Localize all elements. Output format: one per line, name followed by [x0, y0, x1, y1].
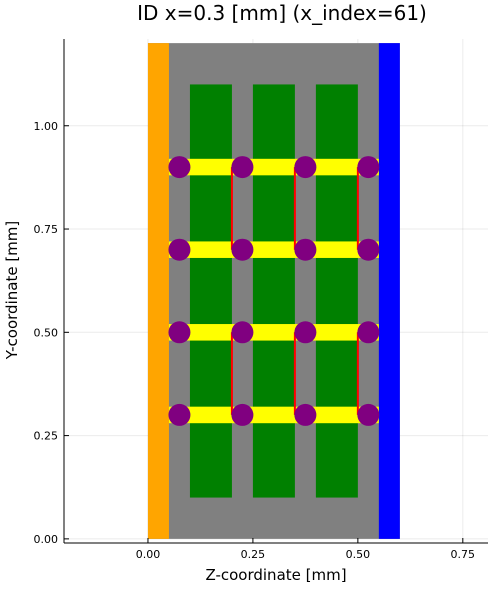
pillar-2: [315, 84, 358, 498]
y-axis-label: Y-coordinate [mm]: [3, 221, 21, 361]
node-13: [231, 156, 254, 179]
y-tick-label-3: 0.75: [34, 223, 59, 236]
y-tick-label-1: 0.25: [34, 430, 59, 443]
node-0: [168, 403, 191, 426]
x-tick-label-1: 0.25: [241, 548, 266, 561]
node-7: [357, 321, 380, 344]
x-tick-label-0: 0.00: [136, 548, 161, 561]
x-tick-label-2: 0.50: [346, 548, 371, 561]
y-tick-label-0: 0.00: [34, 533, 59, 546]
node-15: [357, 156, 380, 179]
right-electrode: [378, 43, 400, 539]
pillar-0: [189, 84, 232, 498]
node-5: [231, 321, 254, 344]
node-1: [231, 403, 254, 426]
node-4: [168, 321, 191, 344]
node-2: [294, 403, 317, 426]
left-electrode: [147, 43, 169, 539]
chart-title: ID x=0.3 [mm] (x_index=61): [137, 1, 427, 25]
node-14: [294, 156, 317, 179]
bridge-1: [168, 324, 379, 341]
node-12: [168, 156, 191, 179]
node-11: [357, 238, 380, 261]
y-tick-label-4: 1.00: [34, 120, 59, 133]
plot-area: [147, 43, 400, 539]
node-3: [357, 403, 380, 426]
node-8: [168, 238, 191, 261]
node-6: [294, 321, 317, 344]
axis-frame: [63, 39, 488, 544]
node-10: [294, 238, 317, 261]
bridge-2: [168, 241, 379, 258]
x-tick-label-3: 0.75: [451, 548, 476, 561]
node-9: [231, 238, 254, 261]
x-axis-ticks: 0.00 0.25 0.50 0.75: [136, 538, 475, 561]
bridge-3: [168, 158, 379, 176]
pillar-1: [252, 84, 295, 498]
y-tick-label-2: 0.50: [34, 326, 59, 339]
y-axis-ticks: 0.00 0.25 0.50 0.75 1.00: [34, 120, 69, 546]
x-axis-label: Z-coordinate [mm]: [205, 566, 346, 584]
bridge-0: [168, 406, 379, 424]
